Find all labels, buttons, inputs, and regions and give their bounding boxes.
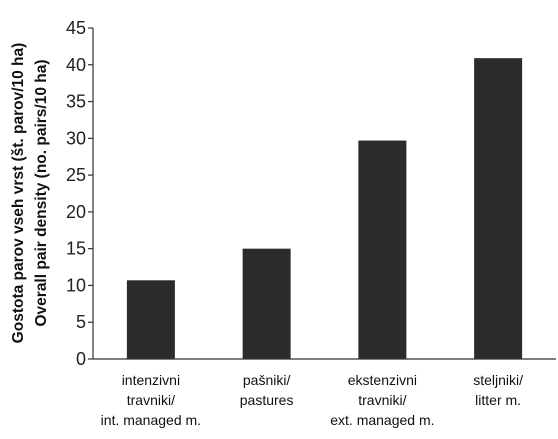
y-tick-label: 20 [66,202,86,222]
y-tick-label: 35 [66,92,86,112]
x-category-label: litter m. [475,392,521,408]
x-category-label: int. managed m. [101,412,201,428]
x-category-label: travniki/ [127,392,175,408]
x-category-label: intenzivni [122,372,180,388]
x-category-label: steljniki/ [473,372,523,388]
x-category-label: travniki/ [358,392,406,408]
bar [358,140,407,359]
y-axis-label-english: Overall pair density (no. pairs/10 ha) [33,59,50,326]
y-tick-label: 45 [66,18,86,38]
y-tick-label: 0 [76,349,86,369]
y-axis-label-slovene: Gostota parov vseh vrst (št. parov/10 ha… [10,43,27,344]
x-category-label: pašniki/ [243,372,291,388]
bar [126,280,175,359]
y-tick-label: 15 [66,239,86,259]
y-tick-label: 40 [66,55,86,75]
bar [474,58,523,359]
y-axis-ticks: 0 5 10 15 20 25 30 35 40 45 [66,18,93,369]
y-tick-label: 5 [76,312,86,332]
y-tick-label: 25 [66,165,86,185]
y-axis-title: Gostota parov vseh vrst (št. parov/10 ha… [10,43,50,344]
bars [126,58,523,359]
y-tick-label: 10 [66,275,86,295]
bar [242,248,291,359]
x-axis-category-labels: intenzivni travniki/int. managed m. pašnik… [101,372,523,428]
x-category-label: pastures [240,392,294,408]
x-category-label: ext. managed m. [330,412,434,428]
y-tick-label: 30 [66,128,86,148]
x-category-label: ekstenzivni [348,372,417,388]
